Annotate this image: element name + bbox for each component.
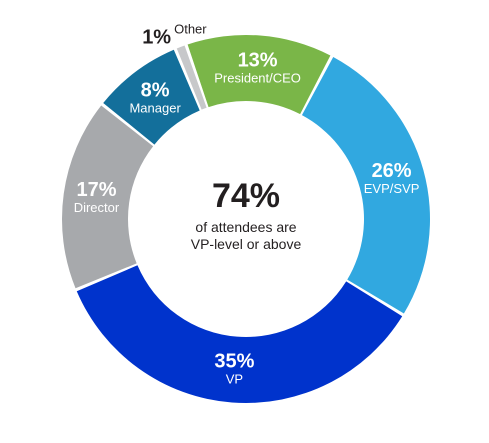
category-label-director: Director	[74, 200, 120, 215]
slice-director	[62, 105, 154, 289]
category-label-vp: VP	[226, 372, 243, 387]
slice-vp	[76, 265, 403, 403]
category-label-president-ceo: President/CEO	[214, 70, 301, 85]
category-label-manager: Manager	[129, 100, 181, 115]
value-label-evp-svp: 26%	[372, 160, 412, 182]
slice-other	[176, 45, 207, 110]
labels-group: 13%President/CEO 26%EVP/SVP 35%VP 17%Direct…	[74, 22, 420, 387]
value-label-director: 17%	[76, 179, 116, 201]
value-label-manager: 8%	[141, 79, 170, 101]
category-label-evp-svp: EVP/SVP	[364, 181, 420, 196]
center-caption-line2: VP-level or above	[191, 236, 302, 252]
slice-president-ceo	[187, 35, 331, 115]
center-caption-line1: of attendees are	[195, 219, 296, 235]
value-label-other: 1%	[142, 27, 171, 49]
slice-manager	[103, 49, 200, 145]
value-label-president-ceo: 13%	[238, 49, 278, 71]
value-label-vp: 35%	[214, 351, 254, 373]
slice-evp-svp	[301, 56, 430, 314]
slices-group	[62, 35, 430, 403]
category-label-other: Other	[174, 22, 207, 37]
center-value: 74%	[212, 177, 280, 215]
